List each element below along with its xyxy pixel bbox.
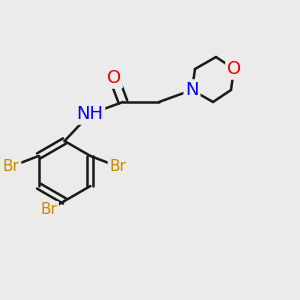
Text: Br: Br <box>3 159 20 174</box>
Text: Br: Br <box>109 159 126 174</box>
Text: O: O <box>107 69 121 87</box>
Text: N: N <box>185 81 199 99</box>
Text: NH: NH <box>76 105 103 123</box>
Text: O: O <box>227 60 241 78</box>
Text: Br: Br <box>40 202 57 217</box>
